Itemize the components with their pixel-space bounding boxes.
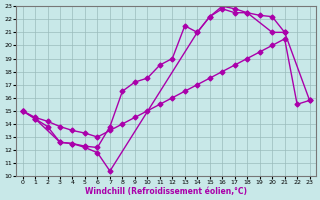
X-axis label: Windchill (Refroidissement éolien,°C): Windchill (Refroidissement éolien,°C) (85, 187, 247, 196)
